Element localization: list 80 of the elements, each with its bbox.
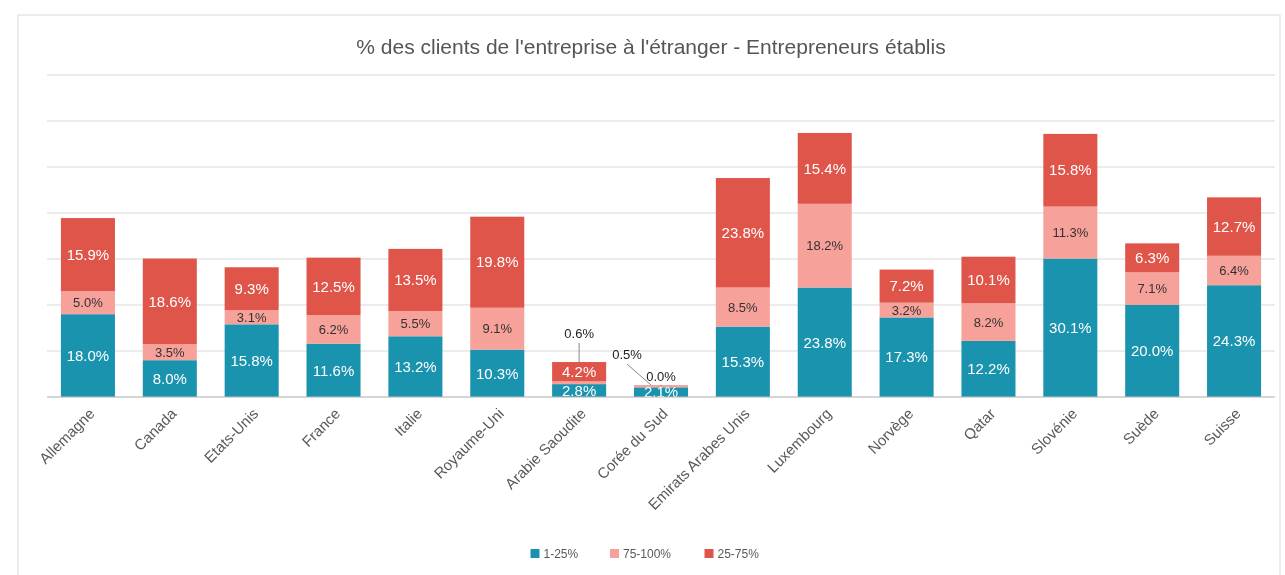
bar bbox=[470, 307, 525, 350]
data-label: 6.4% bbox=[1219, 263, 1250, 279]
bar bbox=[306, 257, 361, 316]
bar bbox=[797, 287, 852, 397]
data-label: 10.3% bbox=[475, 364, 519, 382]
bar bbox=[1125, 305, 1180, 397]
bar bbox=[715, 326, 770, 397]
data-label: 0.6% bbox=[564, 326, 595, 342]
bar bbox=[224, 267, 279, 311]
data-label: 3.1% bbox=[236, 309, 267, 325]
data-label: 7.2% bbox=[889, 277, 924, 295]
data-label: 13.5% bbox=[394, 271, 437, 289]
bar bbox=[715, 287, 770, 327]
bar bbox=[961, 340, 1016, 397]
data-label: 20.0% bbox=[1130, 342, 1174, 360]
bar bbox=[1043, 206, 1098, 259]
data-label: 18.2% bbox=[806, 238, 844, 254]
data-label: 8.5% bbox=[728, 299, 759, 315]
data-label: 18.6% bbox=[148, 292, 192, 310]
data-label: 24.3% bbox=[1212, 332, 1256, 350]
data-label: 6.2% bbox=[318, 321, 349, 337]
data-label: 15.9% bbox=[66, 245, 110, 263]
data-label: 8.2% bbox=[973, 314, 1004, 330]
data-label: 12.2% bbox=[967, 360, 1010, 378]
bar bbox=[142, 258, 197, 345]
bar bbox=[552, 381, 607, 385]
data-label: 11.6% bbox=[312, 361, 355, 379]
legend-label: 25-75% bbox=[717, 547, 760, 561]
data-label: 23.8% bbox=[803, 333, 847, 351]
bar bbox=[60, 218, 115, 292]
data-label: 15.3% bbox=[721, 353, 765, 371]
bar bbox=[224, 324, 279, 397]
data-label: 5.5% bbox=[400, 316, 431, 332]
bar bbox=[1207, 285, 1262, 397]
bar bbox=[388, 336, 443, 397]
data-label: 2.8% bbox=[562, 381, 597, 399]
data-label: 13.2% bbox=[394, 357, 437, 375]
data-label: 0.0% bbox=[646, 369, 677, 385]
bar bbox=[961, 303, 1016, 341]
data-label: 12.5% bbox=[312, 277, 355, 295]
data-label: 17.3% bbox=[885, 348, 928, 366]
data-label: 3.2% bbox=[891, 302, 922, 318]
bar bbox=[879, 317, 934, 397]
data-label: 2.1% bbox=[643, 383, 679, 401]
data-label: 5.0% bbox=[73, 295, 104, 311]
data-label: 9.1% bbox=[482, 321, 513, 337]
bar bbox=[715, 178, 770, 288]
bar bbox=[388, 248, 443, 311]
bar bbox=[470, 216, 525, 308]
bar bbox=[797, 132, 852, 204]
data-label: 3.5% bbox=[154, 344, 186, 360]
data-label: 10.1% bbox=[967, 271, 1010, 289]
legend-label: 1-25% bbox=[543, 547, 579, 561]
bar bbox=[1043, 133, 1098, 207]
bar bbox=[1207, 197, 1262, 256]
data-label: 15.8% bbox=[230, 351, 273, 369]
bar bbox=[306, 315, 361, 344]
data-label: 8.0% bbox=[152, 369, 187, 387]
legend-label: 75-100% bbox=[623, 547, 672, 561]
data-label: 23.8% bbox=[721, 224, 765, 242]
data-label: 18.0% bbox=[66, 346, 110, 364]
bar bbox=[1125, 272, 1180, 305]
data-label: 4.2% bbox=[562, 362, 597, 380]
data-label: 19.8% bbox=[475, 253, 519, 271]
data-label: 15.4% bbox=[803, 159, 847, 177]
bar bbox=[60, 314, 115, 397]
data-label: 0.5% bbox=[612, 347, 643, 363]
bar bbox=[879, 269, 934, 303]
bar bbox=[1043, 258, 1098, 397]
chart-title: % des clients de l'entreprise à l'étranger - Entrepreneurs établis bbox=[356, 35, 946, 58]
data-label: 9.3% bbox=[234, 279, 269, 297]
data-label: 6.3% bbox=[1135, 249, 1170, 267]
data-label: 7.1% bbox=[1137, 281, 1168, 297]
bar bbox=[961, 256, 1016, 304]
data-label: 11.3% bbox=[1052, 225, 1089, 241]
data-label: 12.7% bbox=[1212, 217, 1256, 235]
data-label: 30.1% bbox=[1049, 319, 1092, 337]
bar bbox=[306, 343, 361, 397]
bar bbox=[797, 203, 852, 288]
data-label: 15.8% bbox=[1049, 161, 1092, 179]
